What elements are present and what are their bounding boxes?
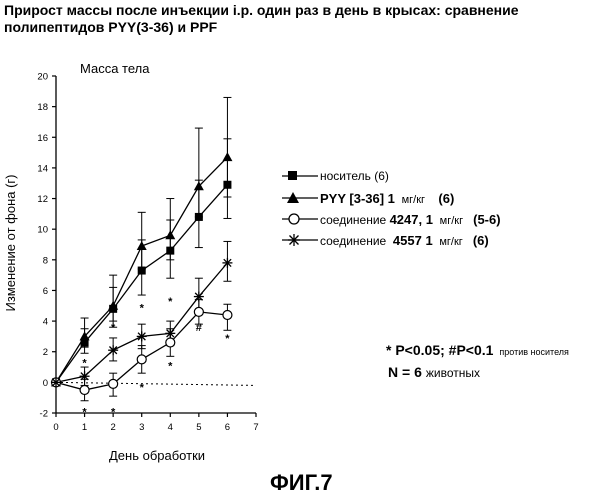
point-s2-2 [109, 379, 118, 388]
y-tick-label-0: -2 [40, 409, 48, 420]
significance-mark-3: * [111, 406, 116, 418]
significance-suffix: против носителя [499, 347, 568, 357]
n-main: N = 6 [388, 364, 422, 380]
point-s3-6 [222, 258, 232, 268]
series-markers [51, 152, 232, 394]
y-tick-label-11: 20 [37, 72, 48, 83]
x-axis-label: День обработки [109, 448, 205, 463]
y-tick-label-7: 12 [37, 194, 48, 205]
y-tick-label-2: 2 [43, 347, 48, 358]
point-s2-1 [80, 386, 89, 395]
x-tick-label-7: 7 [253, 422, 258, 433]
significance-mark-4: * [140, 302, 145, 314]
point-s1-3 [137, 241, 147, 250]
x-tick-label-3: 3 [139, 422, 144, 433]
point-s1-4 [165, 230, 175, 239]
legend-text-vehicle: носитель (6) [320, 169, 389, 183]
x-tick-label-2: 2 [110, 422, 115, 433]
y-tick-label-6: 10 [37, 225, 48, 236]
significance-note: * P<0.05; #P<0.1 против носителя [386, 342, 569, 358]
point-s2-3 [137, 355, 146, 364]
figure-label: ФИГ.7 [270, 470, 333, 496]
legend-count-4247: (5-6) [473, 212, 500, 227]
significance-mark-7: * [168, 361, 173, 373]
legend-dose-pyy: мг/кг [402, 194, 425, 206]
significance-mark-5: * [140, 382, 145, 394]
inner-title: Масса тела [80, 61, 150, 76]
significance-main: * P<0.05; #P<0.1 [386, 342, 493, 358]
point-s3-3 [137, 331, 147, 341]
point-s2-5 [194, 307, 203, 316]
point-s0-3 [138, 267, 146, 275]
legend-dose-4247: мг/кг [440, 215, 463, 227]
legend-bold-4247: 4247, 1 [390, 212, 433, 227]
significance-mark-9: * [225, 333, 230, 345]
point-s3-2 [108, 345, 118, 355]
point-s3-5 [194, 292, 204, 302]
legend-pre-4557: соединение [320, 234, 386, 248]
significance-mark-8: # [196, 322, 202, 334]
point-s0-6 [223, 181, 231, 189]
filled-triangle-icon [282, 189, 318, 207]
legend-label-pyy: PYY [3-36] 1 мг/кг (6) [320, 191, 454, 206]
filled-square-icon [282, 167, 318, 185]
legend-label-vehicle: носитель (6) [320, 169, 389, 183]
x-tick-label-1: 1 [82, 422, 87, 433]
point-s3-1 [80, 371, 90, 381]
n-suffix: животных [426, 366, 480, 380]
legend-label-4557: соединение 4557 1 мг/кг (6) [320, 233, 489, 248]
x-tick-label-6: 6 [225, 422, 230, 433]
open-circle-icon [282, 210, 318, 228]
asterisk-icon [282, 231, 318, 249]
significance-mark-1: * [82, 406, 87, 418]
legend-dose-4557: мг/кг [439, 236, 462, 248]
y-tick-label-8: 14 [37, 163, 48, 174]
legend-label-4247: соединение 4247, 1 мг/кг (5-6) [320, 212, 501, 227]
y-tick-label-9: 16 [37, 133, 48, 144]
significance-mark-6: * [168, 296, 173, 308]
error-bars [81, 97, 232, 400]
point-s0-4 [166, 247, 174, 255]
legend-count-4557: (6) [473, 233, 489, 248]
y-tick-label-4: 6 [43, 286, 48, 297]
point-s2-6 [223, 310, 232, 319]
significance-mark-2: * [111, 322, 116, 334]
point-s0-5 [195, 213, 203, 221]
y-tick-label-1: 0 [43, 378, 48, 389]
y-tick-label-10: 18 [37, 102, 48, 113]
legend-count-pyy: (6) [438, 191, 454, 206]
legend-pre-4247: соединение [320, 213, 386, 227]
point-s3-4 [165, 328, 175, 338]
y-tick-label-3: 4 [43, 317, 48, 328]
x-tick-label-4: 4 [168, 422, 173, 433]
y-tick-label-5: 8 [43, 255, 48, 266]
point-s3-0 [51, 377, 61, 387]
y-axis-label: Изменение от фона (г) [3, 174, 18, 311]
legend-bold-pyy: PYY [3-36] 1 [320, 191, 395, 206]
x-tick-label-5: 5 [196, 422, 201, 433]
point-s2-4 [166, 338, 175, 347]
significance-mark-0: * [82, 357, 87, 369]
point-s1-6 [222, 152, 232, 161]
legend-bold-4557: 4557 1 [393, 233, 433, 248]
x-tick-label-0: 0 [53, 422, 58, 433]
n-note: N = 6 животных [388, 364, 480, 380]
